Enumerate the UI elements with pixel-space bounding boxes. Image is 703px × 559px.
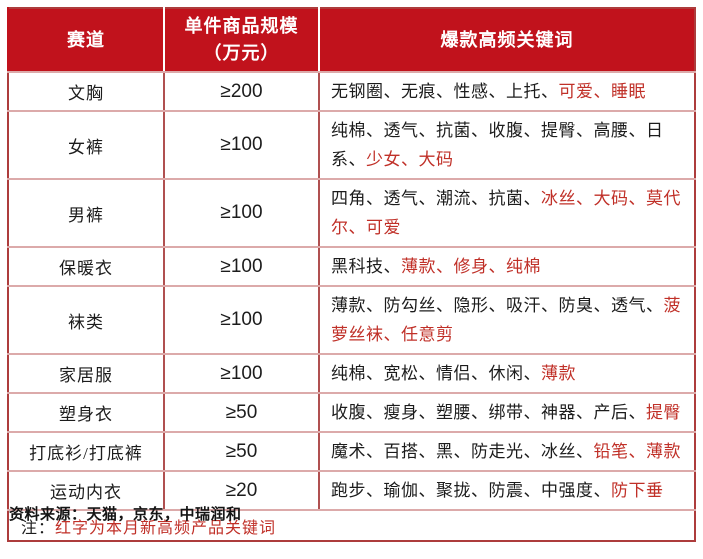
category-cell: 塑身衣 — [8, 392, 165, 433]
keyword-black: 纯棉、透气、抗菌、收腹、提臀、高腰、日系、 — [331, 121, 664, 169]
keywords-cell: 跑步、瑜伽、聚拢、防震、中强度、防下垂 — [318, 470, 695, 511]
scale-cell: ≥200 — [163, 71, 320, 112]
keyword-red: 铅笔、薄款 — [593, 442, 681, 461]
category-cell: 打底衫/打底裤 — [8, 431, 165, 472]
keywords-cell: 无钢圈、无痕、性感、上托、可爱、睡眠 — [318, 71, 695, 112]
column-header: 爆款高频关键词 — [318, 8, 695, 73]
note-cell: 注：红字为本月新高频产品关键词 — [8, 509, 695, 541]
keywords-cell: 收腹、瘦身、塑腰、绑带、神器、产后、提臀 — [318, 392, 695, 433]
column-header: 赛道 — [7, 8, 164, 73]
keyword-table: 赛道 单件商品规模 （万元） 爆款高频关键词 文胸 ≥200 无钢圈、无痕、性感、上托、… — [7, 7, 696, 542]
column-header: 单件商品规模 （万元） — [163, 8, 319, 73]
keyword-red: 防下垂 — [611, 481, 664, 500]
keywords-cell: 四角、透气、潮流、抗菌、冰丝、大码、莫代尔、可爱 — [318, 178, 695, 248]
table-row: 袜类 ≥100 薄款、防勾丝、隐形、吸汗、防臭、透气、菠萝丝袜、任意剪 — [8, 285, 695, 355]
scale-cell: ≥100 — [163, 353, 320, 394]
keyword-red: 红字为本月新高频产品关键词 — [55, 519, 277, 537]
keywords-cell: 纯棉、宽松、情侣、休闲、薄款 — [318, 353, 695, 394]
keyword-black: 黑科技、 — [331, 257, 401, 276]
note-row: 注：红字为本月新高频产品关键词 — [8, 509, 695, 541]
scale-cell: ≥50 — [163, 431, 320, 472]
category-cell: 家居服 — [8, 353, 165, 394]
table-row: 运动内衣 ≥20 跑步、瑜伽、聚拢、防震、中强度、防下垂 — [8, 470, 695, 511]
table-row: 文胸 ≥200 无钢圈、无痕、性感、上托、可爱、睡眠 — [8, 71, 695, 112]
keyword-black: 无钢圈、无痕、性感、上托、 — [331, 82, 559, 101]
category-cell: 男裤 — [8, 178, 165, 248]
category-cell: 女裤 — [8, 110, 165, 180]
table-header: 赛道 单件商品规模 （万元） 爆款高频关键词 — [7, 8, 695, 73]
keywords-cell: 魔术、百搭、黑、防走光、冰丝、铅笔、薄款 — [318, 431, 695, 472]
header-row: 赛道 单件商品规模 （万元） 爆款高频关键词 — [7, 8, 695, 73]
keyword-black: 魔术、百搭、黑、防走光、冰丝、 — [331, 442, 594, 461]
table-row: 男裤 ≥100 四角、透气、潮流、抗菌、冰丝、大码、莫代尔、可爱 — [8, 178, 695, 248]
keyword-red: 菠萝丝袜、任意剪 — [331, 296, 681, 344]
source-line: 资料来源：天猫，京东，中瑞润和 — [9, 506, 242, 523]
table-row: 保暖衣 ≥100 黑科技、薄款、修身、纯棉 — [8, 246, 695, 287]
scale-cell: ≥100 — [163, 110, 320, 180]
keyword-red: 冰丝、大码、莫代尔、可爱 — [331, 189, 681, 237]
keywords-cell: 薄款、防勾丝、隐形、吸汗、防臭、透气、菠萝丝袜、任意剪 — [318, 285, 695, 355]
keywords-cell: 黑科技、薄款、修身、纯棉 — [318, 246, 695, 287]
table-body: 文胸 ≥200 无钢圈、无痕、性感、上托、可爱、睡眠 女裤 ≥100 纯棉、透气、抗菌、收… — [8, 71, 695, 511]
scale-cell: ≥100 — [163, 178, 320, 248]
keyword-black: 收腹、瘦身、塑腰、绑带、神器、产后、 — [331, 403, 646, 422]
keyword-black: 注： — [21, 519, 56, 537]
keyword-black: 跑步、瑜伽、聚拢、防震、中强度、 — [331, 481, 611, 500]
keyword-black: 薄款、防勾丝、隐形、吸汗、防臭、透气、 — [331, 296, 664, 315]
category-cell: 保暖衣 — [8, 246, 165, 287]
keyword-red: 少女、大码 — [366, 150, 454, 169]
table-row: 打底衫/打底裤 ≥50 魔术、百搭、黑、防走光、冰丝、铅笔、薄款 — [8, 431, 695, 472]
keyword-table-wrap: 赛道 单件商品规模 （万元） 爆款高频关键词 文胸 ≥200 无钢圈、无痕、性感、上托、… — [7, 7, 696, 542]
keywords-cell: 纯棉、透气、抗菌、收腹、提臀、高腰、日系、少女、大码 — [318, 110, 695, 180]
keyword-red: 提臀 — [646, 403, 681, 422]
table-row: 塑身衣 ≥50 收腹、瘦身、塑腰、绑带、神器、产后、提臀 — [8, 392, 695, 433]
scale-cell: ≥20 — [163, 470, 320, 511]
category-cell: 袜类 — [8, 285, 165, 355]
table-row: 女裤 ≥100 纯棉、透气、抗菌、收腹、提臀、高腰、日系、少女、大码 — [8, 110, 695, 180]
keyword-black: 纯棉、宽松、情侣、休闲、 — [331, 364, 541, 383]
keyword-red: 可爱、睡眠 — [558, 82, 646, 101]
scale-cell: ≥100 — [163, 285, 320, 355]
category-cell: 运动内衣 — [8, 470, 165, 511]
keyword-black: 四角、透气、潮流、抗菌、 — [331, 189, 541, 208]
category-cell: 文胸 — [8, 71, 165, 112]
scale-cell: ≥100 — [163, 246, 320, 287]
keyword-red: 薄款 — [541, 364, 576, 383]
scale-cell: ≥50 — [163, 392, 320, 433]
keyword-red: 薄款、修身、纯棉 — [401, 257, 541, 276]
table-row: 家居服 ≥100 纯棉、宽松、情侣、休闲、薄款 — [8, 353, 695, 394]
